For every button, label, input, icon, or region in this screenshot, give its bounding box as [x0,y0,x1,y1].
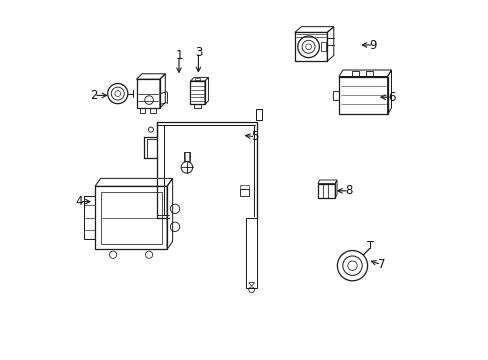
Text: 7: 7 [377,258,384,271]
Bar [332,91,338,100]
Bar [101,192,162,244]
Text: 8: 8 [345,184,352,197]
Bar [256,109,262,120]
Bar [320,42,325,51]
Bar [140,108,145,113]
Bar [194,104,201,108]
Bar [194,78,200,80]
Text: 1: 1 [175,49,183,62]
Text: 9: 9 [369,39,376,51]
Bar [352,72,358,77]
Text: 4: 4 [76,195,83,208]
Bar [183,152,189,161]
Text: 5: 5 [251,130,259,143]
Text: 3: 3 [194,46,202,59]
Bar [240,185,249,189]
Text: 2: 2 [90,89,98,102]
Text: 6: 6 [387,91,395,104]
Bar [150,108,155,113]
Bar [240,189,249,196]
Bar [366,72,372,77]
